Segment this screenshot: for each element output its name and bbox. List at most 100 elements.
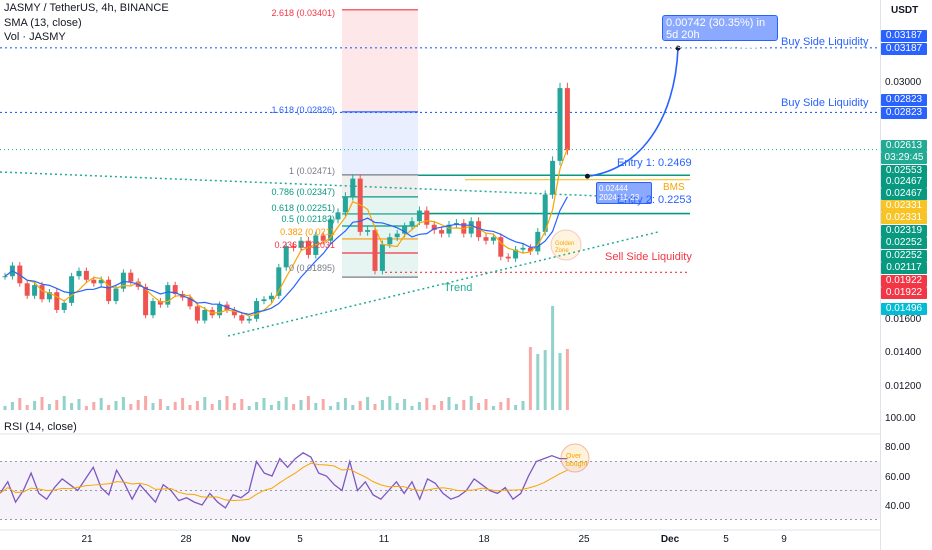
volume-bar [55, 400, 59, 410]
projection-end [675, 45, 681, 51]
volume-bar [269, 405, 273, 410]
volume-legend[interactable]: Vol · JASMY [4, 31, 66, 43]
rsi-axis-label: 80.00 [885, 442, 911, 453]
candle [98, 279, 104, 284]
price-tag: 0.02467 [881, 188, 927, 200]
bms-label: BMS [663, 182, 685, 193]
countdown-tag: 03:29:45 [881, 152, 927, 164]
price-axis-label: 100.00 [885, 413, 916, 424]
price-tag: 0.02252 [881, 237, 927, 249]
rsi-axis-label: 40.00 [885, 501, 911, 512]
volume-bar [240, 399, 244, 410]
volume-bar [277, 401, 281, 410]
chart-canvas[interactable] [0, 0, 880, 550]
candle [106, 279, 112, 302]
bms-price: 0.02444 [599, 184, 628, 193]
projection-box[interactable]: 0.00742 (30.35%) in 5d 20h 0.03185 ◷ 202… [662, 15, 778, 50]
volume-bar [188, 405, 192, 410]
rsi-legend[interactable]: RSI (14, close) [4, 421, 77, 433]
volume-bar [99, 398, 103, 410]
price-tag: 0.01496 [881, 303, 927, 315]
candle [394, 233, 400, 238]
volume-bar [306, 396, 310, 410]
time-label: 9 [781, 534, 787, 545]
candle [320, 235, 326, 241]
candle [128, 272, 134, 282]
price-tag: 0.02117 [881, 262, 927, 274]
volume-bar [491, 406, 495, 410]
volume-bar [210, 404, 214, 410]
candle [409, 221, 415, 227]
candle [298, 240, 304, 248]
volume-bar [129, 404, 133, 410]
time-label: 28 [180, 534, 192, 545]
price-tag: 0.02823 [881, 107, 927, 119]
fib-level-label: 0.236 (0.02031 [274, 240, 335, 250]
fib-level-label: 1 (0.02471) [288, 166, 335, 176]
volume-bar [136, 400, 140, 410]
time-label: 11 [378, 534, 390, 545]
volume-bar [92, 402, 96, 410]
candle [328, 219, 334, 241]
volume-bar [292, 404, 296, 410]
volume-bar [343, 398, 347, 410]
fib-zone [342, 111, 418, 175]
candle [187, 297, 193, 307]
candle [431, 224, 437, 231]
candle [365, 230, 371, 232]
volume-bar [454, 404, 458, 410]
volume-bar [388, 396, 392, 410]
time-label: Nov [231, 534, 251, 545]
price-axis-label: 0.01600 [885, 314, 922, 325]
volume-bar [284, 397, 288, 410]
candle [61, 302, 67, 310]
fib-level-label: 1.618 (0.02826) [271, 105, 335, 115]
volume-bar [528, 347, 532, 410]
candle [32, 285, 38, 296]
candle [276, 267, 282, 296]
volume-bar [262, 398, 266, 410]
candle [246, 318, 252, 321]
candle [172, 285, 178, 294]
price-axis[interactable]: USDT [880, 0, 932, 550]
candle [468, 221, 474, 234]
time-label: 21 [81, 534, 93, 545]
price-axis-label: 0.01400 [885, 347, 922, 358]
projection-start [584, 173, 590, 179]
candle [217, 304, 223, 316]
fib-level-label: 2.618 (0.03401) [271, 8, 335, 18]
volume-bar [440, 401, 444, 410]
volume-bar [232, 403, 236, 410]
candle [527, 247, 533, 252]
candle [291, 246, 297, 248]
buy-side-liquidity-label: Buy Side Liquidity [781, 36, 869, 48]
candle [550, 160, 556, 195]
volume-bar [181, 398, 185, 410]
volume-bar [336, 402, 340, 410]
candle [261, 299, 267, 302]
volume-bar [47, 404, 51, 410]
volume-bar [107, 405, 111, 410]
candle [239, 315, 245, 321]
candle [446, 224, 452, 234]
sma-legend[interactable]: SMA (13, close) [4, 17, 82, 29]
candle [505, 256, 511, 259]
time-label: 5 [723, 534, 729, 545]
candle [69, 276, 75, 303]
symbol-legend[interactable]: JASMY / TetherUS, 4h, BINANCE [4, 2, 169, 14]
candle [254, 301, 260, 319]
price-tag: 0.03187 [881, 43, 927, 55]
resistance-line [0, 171, 601, 197]
candle [513, 249, 519, 259]
volume-bar [329, 406, 333, 410]
candle [490, 237, 496, 241]
candle [76, 270, 82, 277]
volume-bar [380, 400, 384, 410]
bms-info-box[interactable]: 0.02444 2024-11-23 [596, 182, 652, 204]
fib-level-label: 0.786 (0.02347) [271, 187, 335, 197]
volume-bar [144, 396, 148, 410]
candle [564, 88, 570, 151]
candle [2, 276, 8, 278]
volume-bar [84, 406, 88, 410]
candle [268, 295, 274, 300]
